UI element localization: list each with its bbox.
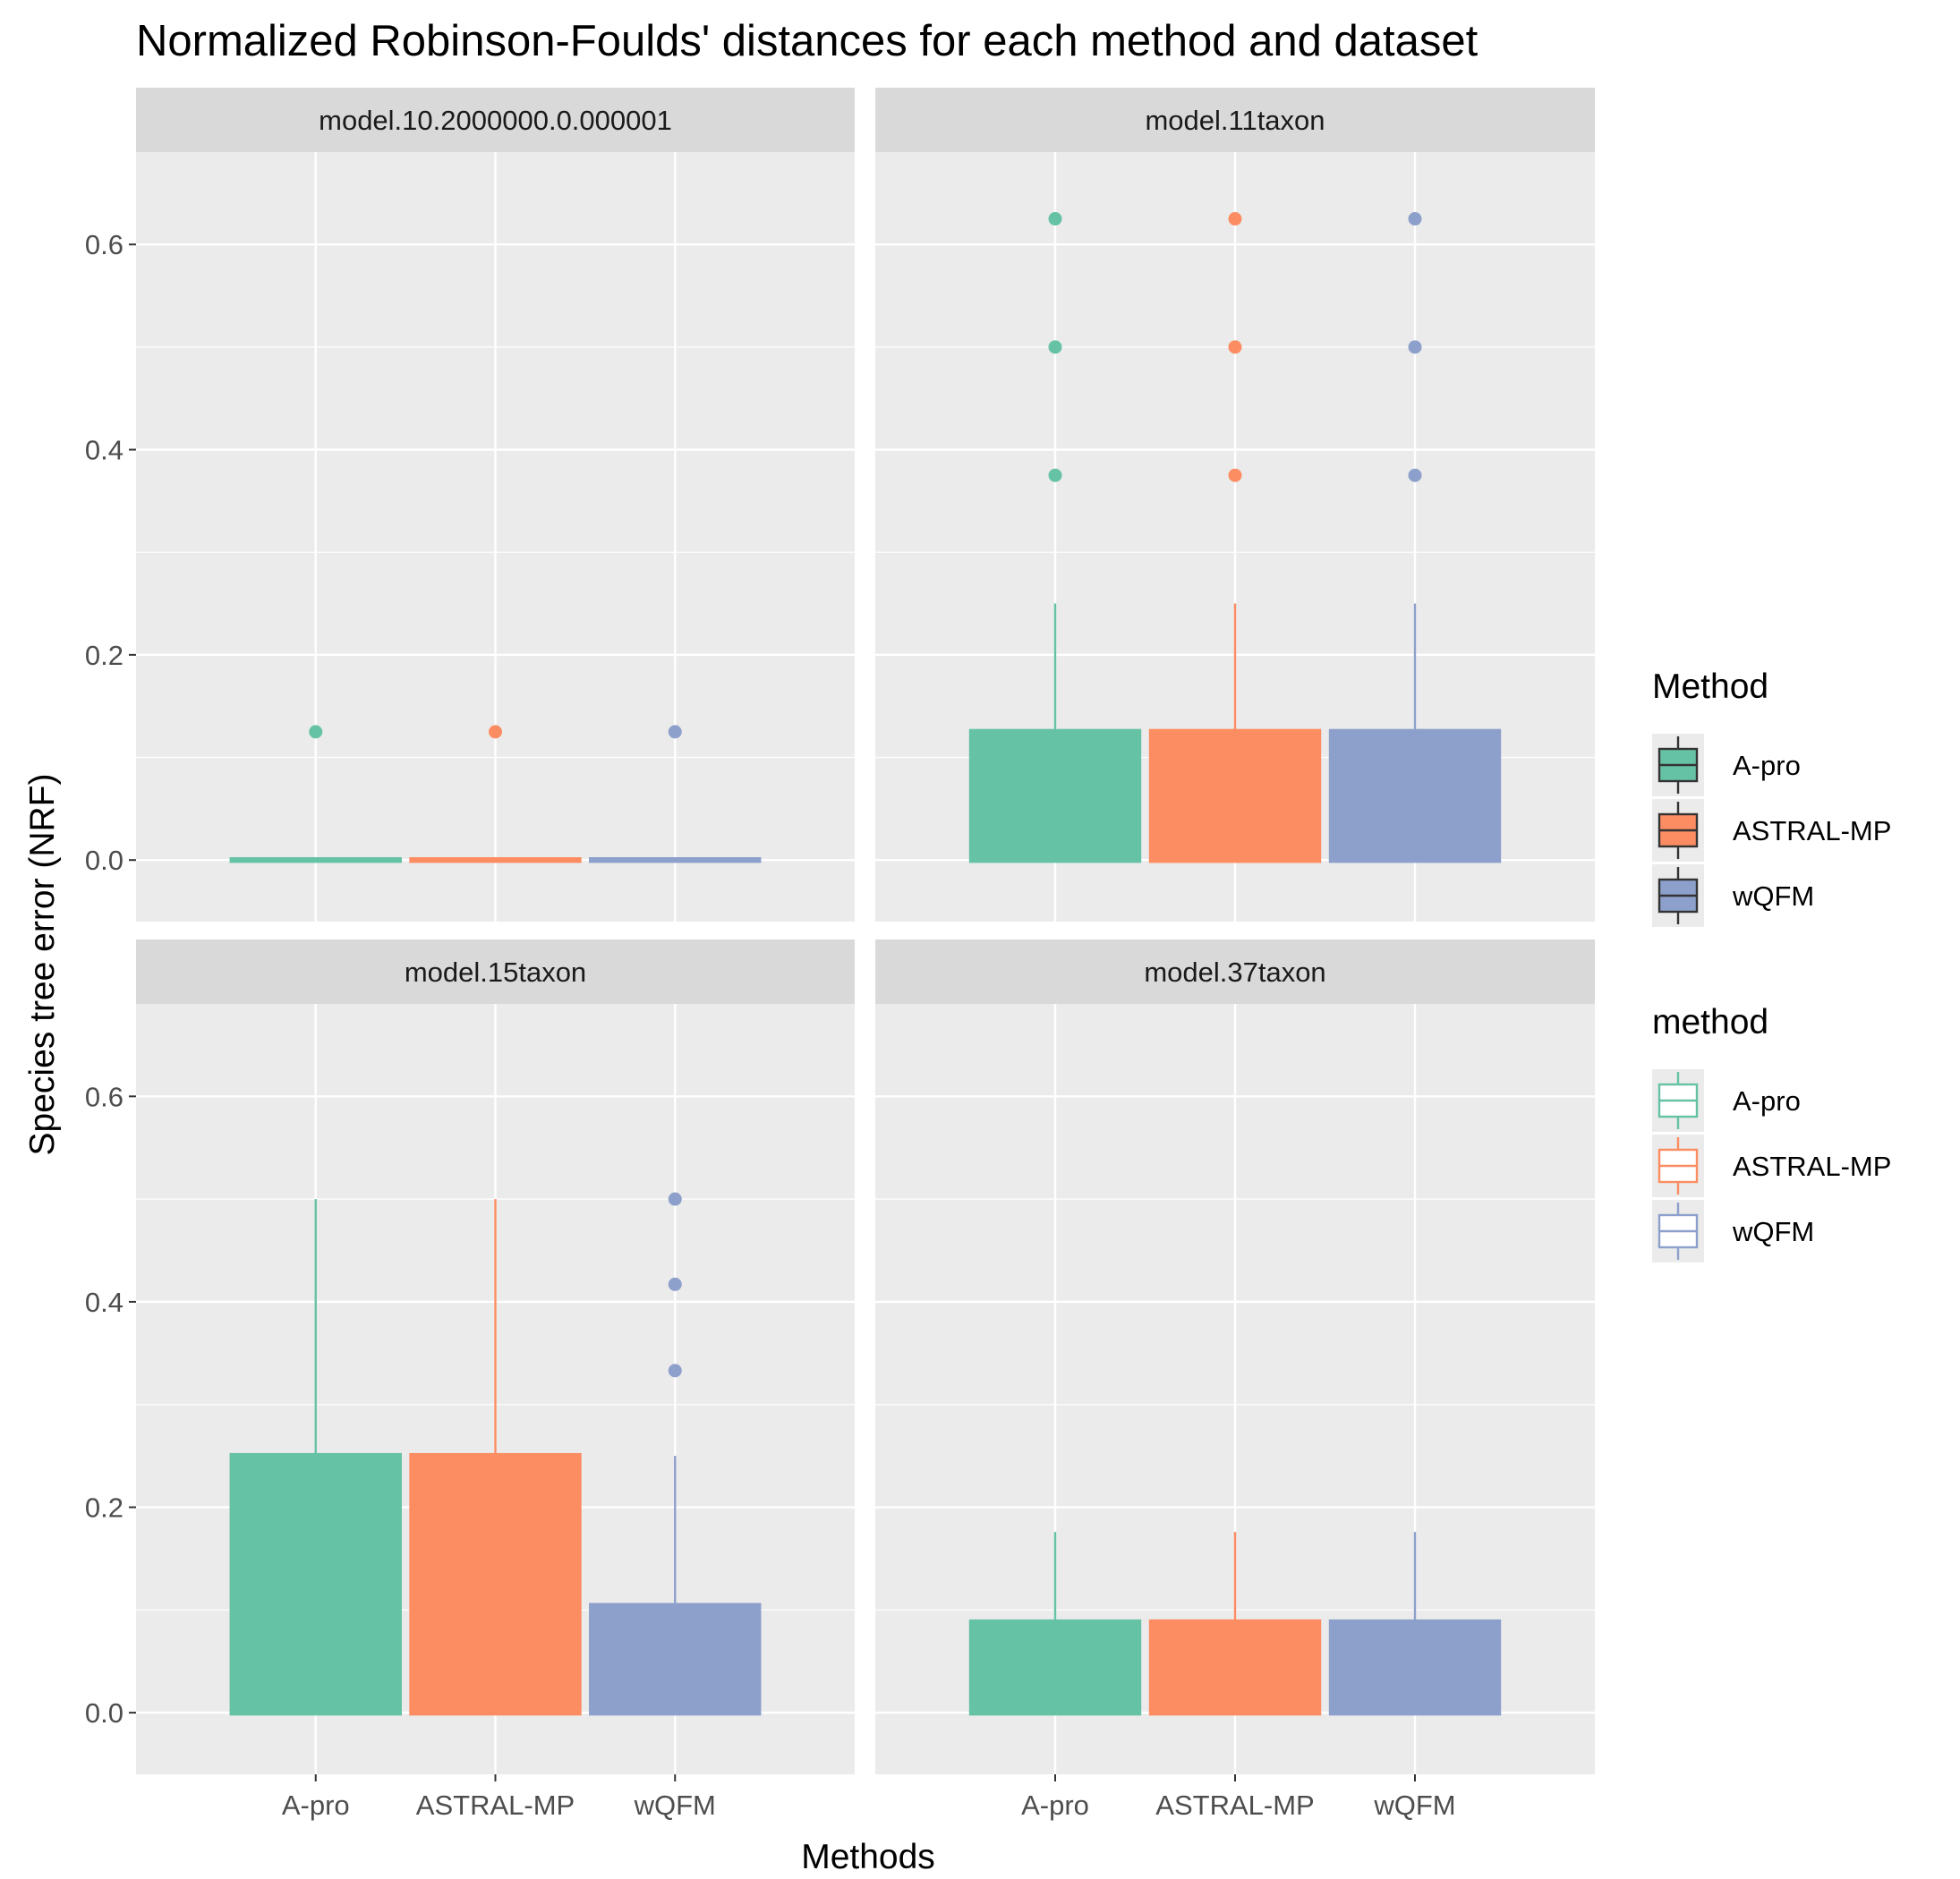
legend-label: ASTRAL-MP [1733, 1151, 1891, 1182]
outlier-point [668, 725, 682, 739]
x-tick-label: ASTRAL-MP [1155, 1790, 1314, 1821]
boxplot-astral-mp [1148, 1532, 1322, 1716]
legend-label: wQFM [1732, 1216, 1814, 1247]
outlier-point [1048, 212, 1062, 226]
y-tick-label: 0.0 [85, 1697, 124, 1729]
legend-label: wQFM [1732, 880, 1814, 912]
outlier-point [489, 725, 502, 739]
x-tick-label: A-pro [1021, 1790, 1089, 1821]
outlier-point [668, 1277, 682, 1291]
outlier-point [668, 1364, 682, 1378]
legend-entry-a-pro: A-pro [1652, 1069, 1801, 1132]
facet-panel-model-37taxon: model.37taxon A-pro ASTRAL-MP wQFM [875, 940, 1595, 1821]
outlier-point [1228, 468, 1242, 482]
box [229, 1452, 402, 1716]
legend-entry-wqfm: wQFM [1652, 1200, 1814, 1263]
outlier-point [1228, 212, 1242, 226]
legend-title: method [1652, 1003, 1768, 1042]
boxplot-a-pro [968, 1532, 1142, 1716]
y-axis-title: Species tree error (NRF) [23, 774, 62, 1156]
x-axis-title: Methods [801, 1838, 935, 1876]
box [1328, 728, 1502, 863]
outlier-point [668, 1192, 682, 1206]
boxplot-wqfm [1328, 212, 1502, 863]
facet-panel-model-11taxon: model.11taxon [875, 88, 1595, 922]
outlier-point [1408, 468, 1422, 482]
chart-title: Normalized Robinson-Foulds' distances fo… [136, 17, 1479, 65]
outlier-point [1408, 212, 1422, 226]
x-tick-label: wQFM [1373, 1790, 1455, 1821]
outlier-point [1408, 340, 1422, 354]
boxplot-wqfm [589, 1192, 762, 1716]
box [589, 1603, 762, 1716]
outlier-point [1048, 340, 1062, 354]
outlier-point [1048, 468, 1062, 482]
boxplot-astral-mp [409, 1199, 582, 1716]
boxplot-a-pro [968, 212, 1142, 863]
outlier-point [1228, 340, 1242, 354]
y-tick-label: 0.0 [85, 845, 124, 876]
boxplot-wqfm [589, 725, 762, 863]
legends: Method A-pro ASTRAL-MP wQFM method A-pro ASTRA… [1652, 667, 1891, 1263]
legend-entry-astral-mp: ASTRAL-MP [1652, 799, 1891, 862]
y-tick-label: 0.4 [85, 435, 124, 466]
facet-strip [875, 88, 1595, 152]
box [968, 1619, 1142, 1716]
facet-panels: model.10.2000000.0.0000010.00.20.40.6mod… [85, 88, 1595, 1821]
boxplot-astral-mp [1148, 212, 1322, 863]
legend-entry-wqfm: wQFM [1652, 864, 1814, 927]
box [1148, 1619, 1322, 1716]
facet-strip-label: model.15taxon [405, 957, 586, 988]
legend-label: A-pro [1733, 1085, 1801, 1117]
y-tick-label: 0.2 [85, 1492, 124, 1524]
legend-method-0: Method A-pro ASTRAL-MP wQFM [1652, 667, 1891, 927]
y-tick-label: 0.6 [85, 229, 124, 260]
box [1328, 1619, 1502, 1716]
boxplot-a-pro [229, 1199, 402, 1716]
x-tick-label: wQFM [634, 1790, 716, 1821]
legend-method-1: method A-pro ASTRAL-MP wQFM [1652, 1003, 1891, 1263]
legend-label: A-pro [1733, 750, 1801, 781]
box [968, 728, 1142, 863]
facet-panel-model-15taxon: model.15taxon 0.0 0.2 0.4 0.6 A-pro ASTRAL-MP w… [85, 940, 855, 1821]
facet-strip [136, 88, 855, 152]
boxplot-astral-mp [409, 725, 582, 863]
facet-strip-label: model.11taxon [1145, 105, 1325, 136]
outlier-point [309, 725, 323, 739]
boxplot-a-pro [229, 725, 402, 863]
facet-strip-label: model.37taxon [1144, 957, 1325, 988]
facet-strip [136, 940, 855, 1004]
facet-strip [875, 940, 1595, 1004]
y-tick-label: 0.2 [85, 640, 124, 671]
x-tick-label: A-pro [282, 1790, 350, 1821]
legend-entry-a-pro: A-pro [1652, 734, 1801, 796]
y-tick-label: 0.4 [85, 1287, 124, 1318]
box [1148, 728, 1322, 863]
legend-title: Method [1652, 667, 1768, 706]
box [409, 1452, 582, 1716]
legend-label: ASTRAL-MP [1733, 815, 1891, 846]
legend-entry-astral-mp: ASTRAL-MP [1652, 1135, 1891, 1197]
y-tick-label: 0.6 [85, 1081, 124, 1112]
facet-panel-model-10-2000000-0-000001: model.10.2000000.0.000001 0.0 0.2 0.4 0.6 [85, 88, 855, 922]
facet-strip-label: model.10.2000000.0.000001 [319, 105, 672, 136]
boxplot-wqfm [1328, 1532, 1502, 1716]
x-tick-label: ASTRAL-MP [416, 1790, 575, 1821]
